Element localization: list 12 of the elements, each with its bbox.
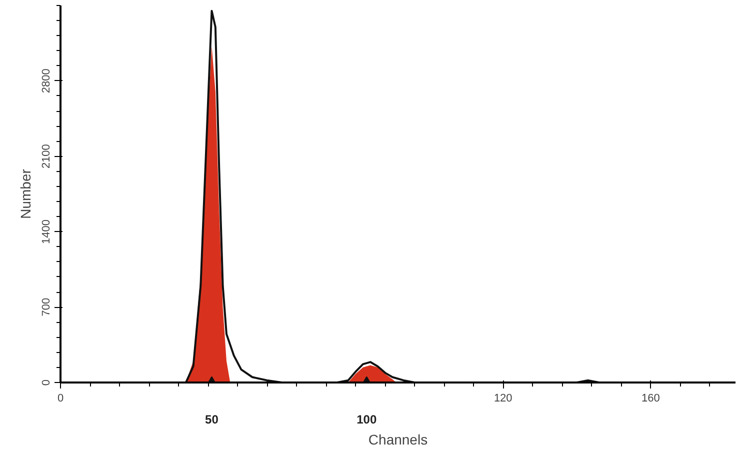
y-tick-label: 0 — [40, 379, 52, 386]
x-axis-title: Channels — [368, 432, 428, 448]
y-axis-title: Number — [18, 168, 34, 219]
x-tick-label: 0 — [57, 392, 64, 404]
x-tick-label: 120 — [494, 392, 512, 404]
annotation: 50 — [205, 412, 219, 426]
y-tick-label: 700 — [40, 298, 52, 316]
annotation: 100 — [356, 412, 377, 426]
y-tick-label: 2100 — [40, 144, 52, 169]
y-tick-label: 1400 — [40, 219, 52, 244]
y-tick-label: 2800 — [40, 68, 52, 94]
x-tick-label: 160 — [641, 392, 660, 404]
